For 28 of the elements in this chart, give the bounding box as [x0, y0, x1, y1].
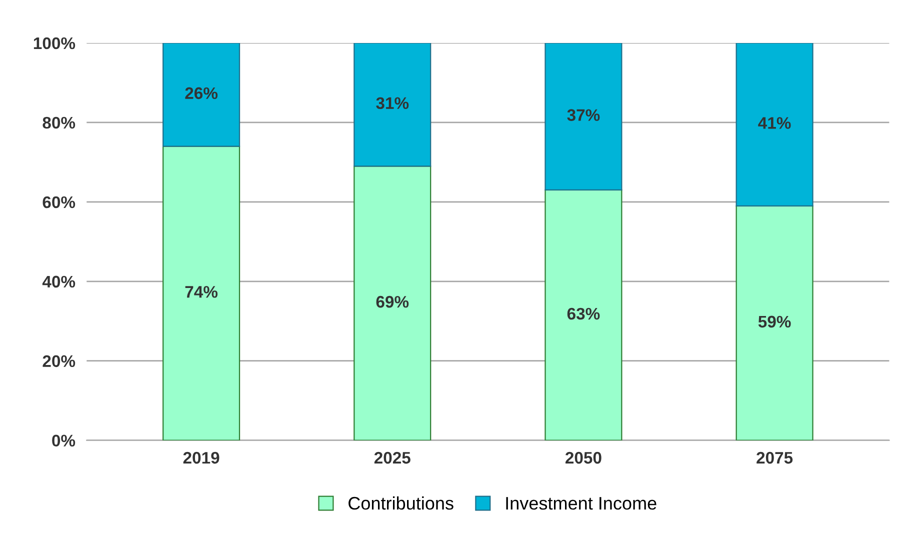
y-tick-label: 20%: [42, 355, 76, 368]
legend-label: Contributions: [348, 496, 454, 510]
data-label: 74%: [185, 286, 218, 298]
y-tick-label: 40%: [42, 276, 76, 288]
bar: [736, 205, 814, 440]
bar: [544, 42, 622, 191]
legend-label: Investment Income: [506, 497, 656, 510]
bar: [354, 42, 432, 167]
x-tick-label: 2019: [183, 452, 220, 464]
y-tick-label: 80%: [42, 116, 76, 129]
x-tick-label: 2025: [374, 452, 410, 464]
data-label: 37%: [567, 109, 600, 121]
y-tick-label: 0%: [52, 434, 76, 447]
data-label: 59%: [758, 316, 791, 328]
bar: [736, 42, 814, 206]
y-tick-label: 100%: [34, 37, 76, 50]
data-label: 26%: [185, 87, 218, 100]
data-label: 41%: [758, 117, 791, 129]
bar: [544, 189, 622, 440]
x-tick-label: 2050: [566, 452, 602, 464]
data-label: 31%: [376, 97, 409, 110]
bar: [162, 146, 240, 440]
data-label: 69%: [376, 296, 409, 308]
data-label: 63%: [567, 308, 600, 320]
x-tick-label: 2075: [756, 452, 793, 464]
y-tick-label: 60%: [42, 196, 76, 208]
bar: [162, 42, 240, 147]
bar: [354, 166, 432, 440]
